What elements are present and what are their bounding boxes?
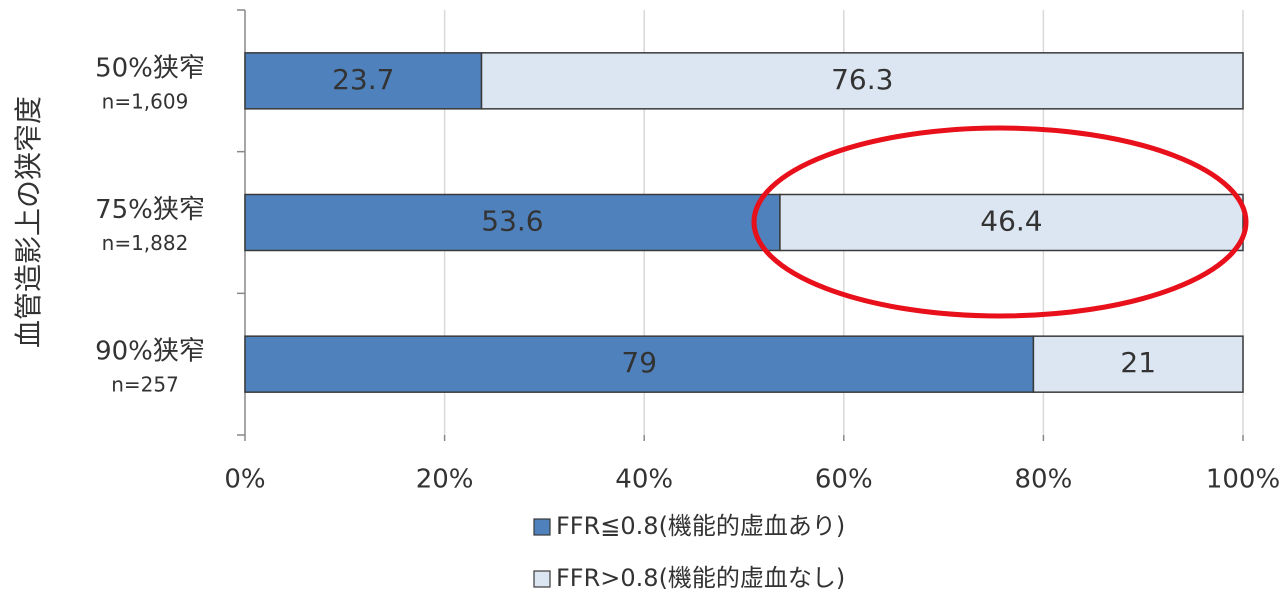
legend-label: FFR>0.8(機能的虚血なし) <box>556 564 845 592</box>
category-note: n=1,882 <box>102 231 189 255</box>
category-note: n=1,609 <box>102 89 189 113</box>
bar-segment <box>480 52 1244 110</box>
x-tick-label: 60% <box>815 465 873 495</box>
bar-segment <box>244 52 483 110</box>
x-tick-label: 40% <box>615 465 673 495</box>
data-label: 79 <box>621 346 657 379</box>
category-label: 75%狭窄 <box>95 195 205 225</box>
legend-swatch <box>533 570 551 588</box>
category-label: 50%狭窄 <box>95 53 205 83</box>
x-tick-label: 20% <box>416 465 474 495</box>
legend-swatch <box>533 518 551 536</box>
category-note: n=257 <box>111 373 179 397</box>
y-axis-label: 血管造影上の狭窄度 <box>12 96 45 348</box>
category-label: 90%狭窄 <box>95 337 205 367</box>
bar-segment <box>244 335 1035 393</box>
highlight-ellipse <box>751 125 1249 319</box>
data-label: 21 <box>1120 346 1156 379</box>
data-label: 23.7 <box>332 63 394 96</box>
x-tick-label: 0% <box>224 465 265 495</box>
x-tick-label: 80% <box>1015 465 1073 495</box>
bar-segment <box>1032 335 1244 393</box>
data-label: 76.3 <box>831 63 893 96</box>
data-label: 46.4 <box>980 205 1042 238</box>
bar-segment <box>244 193 781 252</box>
bar-segment <box>779 193 1244 252</box>
x-tick-label: 100% <box>1206 465 1280 495</box>
data-label: 53.6 <box>481 205 543 238</box>
legend-label: FFR≦0.8(機能的虚血あり) <box>556 512 845 540</box>
